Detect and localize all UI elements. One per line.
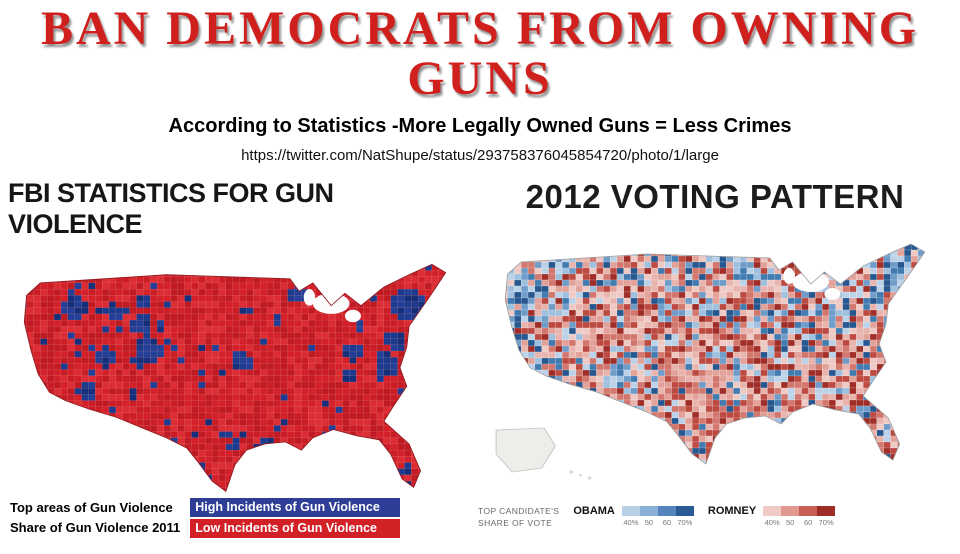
gun-legend-text: Top areas of Gun Violence Share of Gun V… <box>10 498 180 538</box>
vote-legend: TOP CANDIDATE'S SHARE OF VOTE OBAMA 40% 50… <box>478 506 954 530</box>
gun-violence-panel: FBI STATISTICS FOR GUN VIOLENCE Top area… <box>0 176 470 554</box>
gun-legend: Top areas of Gun Violence Share of Gun V… <box>10 497 401 538</box>
low-incidents-label: Low Incidents of Gun Violence <box>190 518 401 538</box>
alaska-inset <box>495 427 592 480</box>
gun-map-heading: FBI STATISTICS FOR GUN VIOLENCE <box>8 177 334 239</box>
gun-legend-line1: Top areas of Gun Violence <box>10 499 173 515</box>
high-incidents-label: High Incidents of Gun Violence <box>190 497 401 517</box>
vote-legend-title-line2: SHARE OF VOTE <box>478 517 553 528</box>
voting-pattern-map <box>495 243 926 480</box>
us-outline <box>23 263 447 492</box>
vote-legend-title: TOP CANDIDATE'S SHARE OF VOTE <box>478 506 559 530</box>
source-url: https://twitter.com/NatShupe/status/2937… <box>241 146 719 164</box>
vote-legend-title-line1: TOP CANDIDATE'S <box>478 506 560 516</box>
vote-map-heading: 2012 VOTING PATTERN <box>525 177 905 215</box>
map-panels: FBI STATISTICS FOR GUN VIOLENCE Top area… <box>0 176 960 554</box>
obama-scale: OBAMA 40% 50 60 70% <box>573 505 694 527</box>
gun-legend-boxes: High Incidents of Gun Violence Low Incid… <box>190 497 401 538</box>
gun-legend-line2: Share of Gun Violence 2011 <box>10 519 181 535</box>
gun-violence-map <box>23 263 447 492</box>
voting-pattern-panel: 2012 VOTING PATTERN TOP CANDIDATE'S SHA <box>470 176 960 554</box>
meme-page: BAN DEMOCRATS FROM OWNING GUNS According… <box>0 2 960 538</box>
subtitle: According to Statistics -More Legally Ow… <box>168 114 792 137</box>
main-title: BAN DEMOCRATS FROM OWNING GUNS <box>40 2 920 106</box>
us-outline <box>504 243 926 465</box>
romney-scale: ROMNEY 40% 50 60 70% <box>707 505 836 527</box>
